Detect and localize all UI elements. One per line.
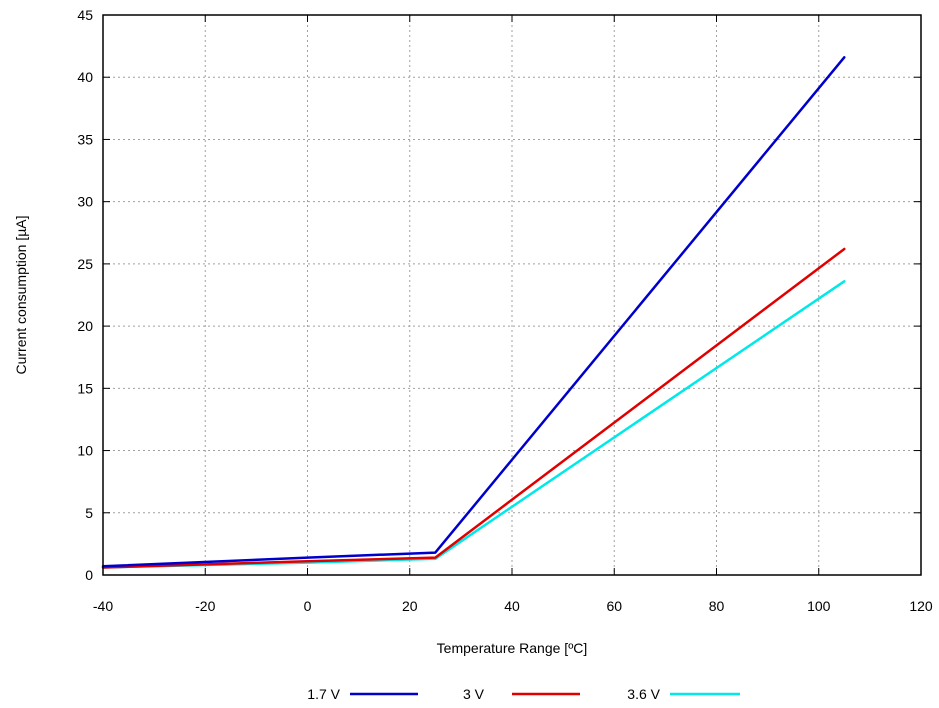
y-tick-label: 30	[77, 194, 93, 210]
y-tick-label: 10	[77, 443, 93, 459]
legend-label: 1.7 V	[307, 686, 340, 702]
x-axis-title: Temperature Range [ºC]	[437, 640, 588, 656]
x-tick-label: 40	[504, 598, 520, 614]
x-tick-label: 120	[909, 598, 933, 614]
x-tick-label: 60	[606, 598, 622, 614]
series-line-0	[101, 56, 846, 568]
y-tick-labels: 0 5 10 15 20 25 30 35 40 45	[77, 7, 93, 583]
x-tick-label: -40	[93, 598, 113, 614]
series-group	[101, 56, 846, 569]
y-axis-title: Current consumption [µA]	[13, 215, 29, 374]
y-tick-label: 5	[85, 505, 93, 521]
x-tick-label: 80	[709, 598, 725, 614]
y-tick-label: 45	[77, 7, 93, 23]
y-tick-label: 20	[77, 318, 93, 334]
legend: 1.7 V 3 V 3.6 V	[307, 686, 740, 702]
x-tick-label: -20	[195, 598, 215, 614]
x-tick-label: 100	[807, 598, 831, 614]
y-tick-label: 35	[77, 131, 93, 147]
legend-label: 3.6 V	[627, 686, 660, 702]
x-tick-label: 0	[304, 598, 312, 614]
x-tick-label: 20	[402, 598, 418, 614]
legend-label: 3 V	[463, 686, 485, 702]
x-tick-labels: -40 -20 0 20 40 60 80 100 120	[93, 598, 933, 614]
y-tick-label: 0	[85, 567, 93, 583]
y-tick-label: 25	[77, 256, 93, 272]
y-tick-label: 15	[77, 380, 93, 396]
series-line-2	[101, 280, 846, 569]
grid	[103, 15, 921, 575]
axis-ticks	[102, 14, 922, 576]
y-tick-label: 40	[77, 69, 93, 85]
series-line-1	[101, 247, 846, 569]
